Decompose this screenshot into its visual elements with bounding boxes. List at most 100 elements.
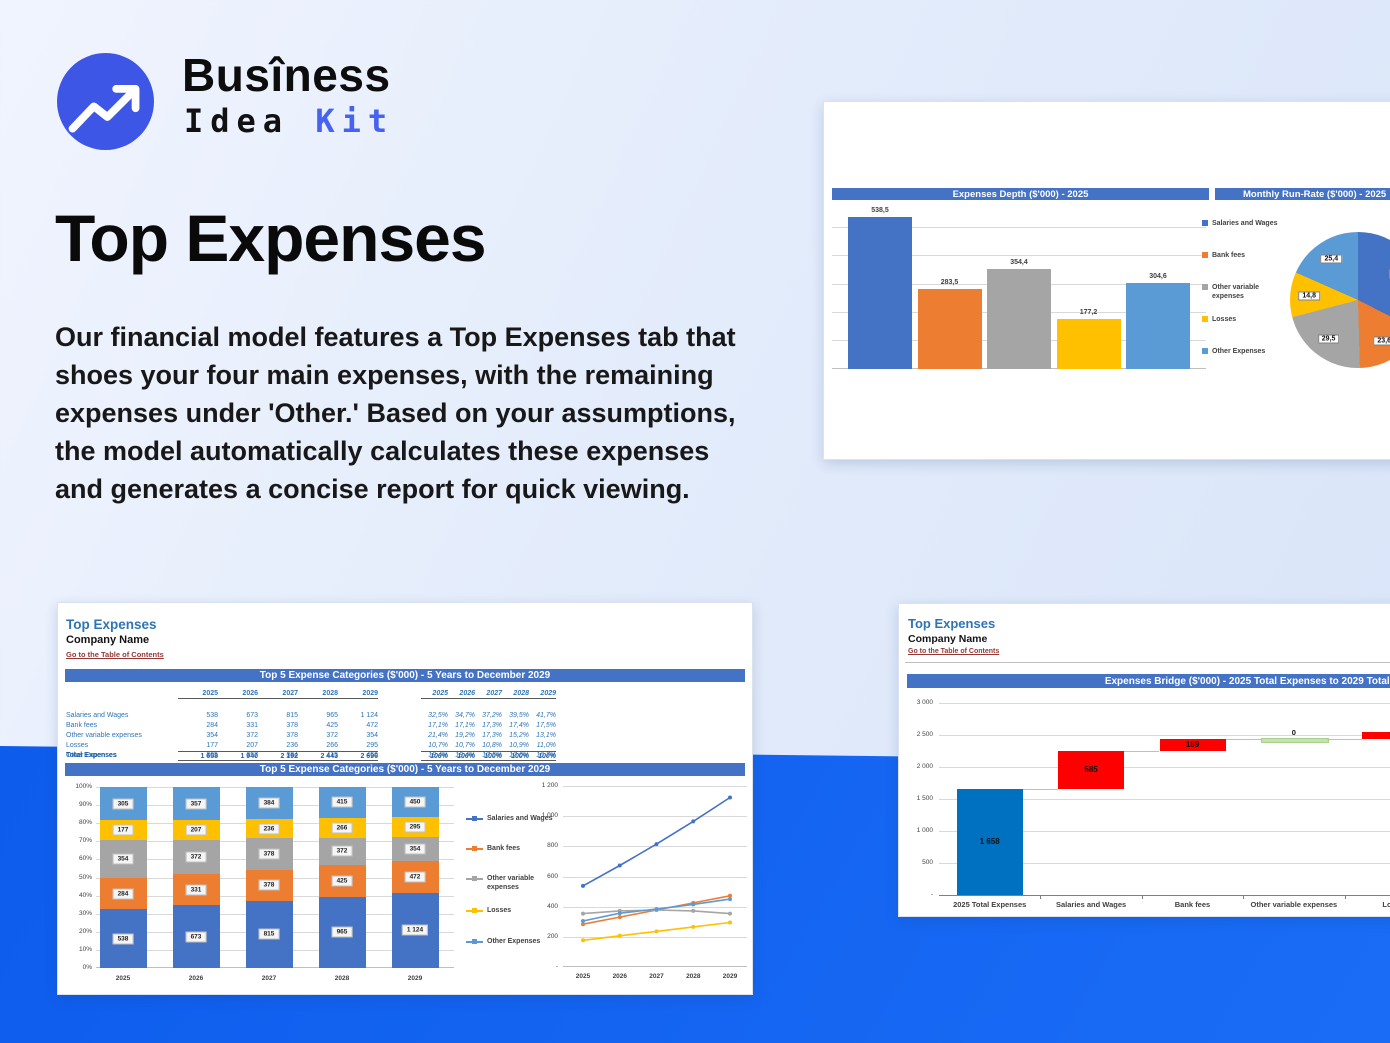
point-losses-2028	[691, 924, 696, 929]
legend-marker	[466, 816, 483, 821]
segment-value-other-expenses-2028: 415	[331, 796, 353, 808]
legend-item-salaries-and-wages: Salaries and Wages	[466, 814, 553, 823]
x-tick-salaries-and-wages: Salaries and Wages	[1056, 900, 1127, 909]
point-losses-2025	[581, 938, 585, 943]
row-shares: 21,4% 19,2% 17,3% 15,2% 13,1%	[421, 731, 556, 741]
gridline	[563, 816, 747, 818]
cell: 10,8%	[482, 742, 502, 749]
expenses-bridge-chart: 1 658 585 189 0 118 - 500 1 000 1 500 2 000 2 500 3…	[899, 692, 1390, 916]
legend-label: Salaries and Wages	[487, 815, 553, 822]
segment-value-losses-2028: 266	[331, 822, 353, 834]
cell: 16,7%	[536, 752, 556, 759]
point-losses-2026	[617, 933, 622, 938]
page-title: Top Expenses	[55, 201, 487, 275]
x-tick-2025: 2025	[115, 975, 131, 982]
y-tick: 2 000	[916, 763, 933, 770]
screenshot-expenses-depth-sheet: Expenses Depth ($'000) - 2025 Monthly Ru…	[823, 101, 1390, 460]
cell: 372	[246, 732, 258, 739]
screenshot-expenses-bridge-sheet: Top Expenses Company Name Go to the Tabl…	[898, 603, 1390, 917]
cell: 34,7%	[455, 712, 475, 719]
y-tick: 500	[922, 859, 933, 866]
spacer	[378, 721, 421, 731]
y-tick: 1 000	[916, 827, 933, 834]
y-tick: 200	[547, 932, 558, 940]
row-shares: 2025 2026 2027 2028 2029	[421, 689, 556, 699]
cell: 2026	[459, 690, 475, 697]
cell: 236	[286, 742, 298, 749]
table-of-contents-link[interactable]: Go to the Table of Contents	[66, 650, 164, 659]
x-tick-2027: 2027	[649, 973, 664, 980]
legend-label: Other Expenses	[487, 938, 541, 945]
point-losses-2027	[654, 929, 659, 934]
cell: 472	[366, 722, 378, 729]
cell: 11,0%	[536, 742, 556, 749]
legend-item-other-expenses: Other Expenses	[1202, 347, 1265, 356]
cell: 425	[326, 722, 338, 729]
legend-marker	[466, 876, 483, 881]
cell: 815	[286, 712, 298, 719]
y-tick: 90%	[78, 801, 92, 809]
top5-expense-table: 2025 2026 2027 2028 2029 2025 2026 2027 2028 2029…	[66, 689, 742, 761]
gridline	[563, 876, 747, 878]
segment-value-bank-fees-2029: 472	[404, 871, 426, 883]
row-shares: 100% 100% 100% 100% 100%	[421, 751, 556, 761]
cell: 2026	[242, 690, 258, 697]
gridline	[563, 846, 747, 848]
y-tick: 60%	[78, 855, 92, 863]
cell: 354	[366, 732, 378, 739]
y-tick: 1 500	[916, 795, 933, 802]
legend-item-losses: Losses	[1202, 315, 1236, 324]
cell: 41,7%	[536, 712, 556, 719]
legend-marker	[1202, 252, 1208, 258]
legend-item-other-variable-expenses: Other variable expenses	[466, 874, 554, 892]
gridline	[939, 863, 1390, 864]
cell: 266	[326, 742, 338, 749]
axis-tick-mark	[1141, 895, 1143, 899]
year-header-row: 2025 2026 2027 2028 2029 2025 2026 2027 2028 2029	[66, 689, 742, 699]
cell: 32,5%	[428, 712, 448, 719]
point-salaries-and-wages-2025	[581, 883, 585, 888]
bar-value-bank-fees: 283,5	[940, 279, 959, 287]
waterfall-connector	[1124, 751, 1160, 753]
company-name: Company Name	[908, 633, 988, 645]
segment-value-other-expenses-2025: 305	[112, 798, 134, 810]
table-of-contents-link[interactable]: Go to the Table of Contents	[908, 648, 1000, 655]
cell: 354	[206, 732, 218, 739]
point-other-expenses-2026	[617, 911, 622, 916]
point-other-expenses-2028	[691, 902, 696, 907]
point-other-expenses-2029	[728, 897, 732, 902]
y-tick: 1 200	[541, 782, 558, 789]
legend-marker	[466, 846, 483, 851]
segment-value-other-variable-expenses-2027: 378	[258, 848, 280, 860]
cell: 2 696	[360, 753, 378, 760]
gridline	[939, 799, 1390, 800]
cell: 2029	[540, 690, 556, 697]
segment-value-other-variable-expenses-2026: 372	[185, 851, 207, 863]
cell: 2025	[432, 690, 448, 697]
chart-title-bar: Top 5 Expense Categories ($'000) - 5 Yea…	[65, 763, 745, 776]
cell: 2029	[362, 690, 378, 697]
cell: 673	[246, 712, 258, 719]
legend-item-other-expenses: Other Expenses	[466, 937, 540, 946]
table-title-bar: Top 5 Expense Categories ($'000) - 5 Yea…	[65, 669, 745, 682]
expenses-depth-chart: 538,5 283,5 354,4 177,2 304,6	[832, 200, 1206, 369]
bar-salaries-and-wages	[848, 217, 912, 369]
legend-item-bank-fees: Bank fees	[466, 844, 520, 853]
cell: 18,4%	[455, 752, 475, 759]
cell: 100%	[511, 753, 529, 760]
cell: 284	[206, 722, 218, 729]
stacked-plot: 538 284 354 177 305 673 331 372 207 357 815 378 378 2…	[96, 787, 454, 968]
point-bank-fees-2029	[728, 893, 732, 898]
cell: 13,1%	[536, 732, 556, 739]
axis-tick-mark	[1243, 895, 1245, 899]
segment-value-losses-2027: 236	[258, 823, 280, 834]
segment-value-bank-fees-2028: 425	[331, 875, 353, 887]
line-plot	[563, 786, 747, 967]
spacer	[378, 711, 421, 721]
point-other-expenses-2025	[581, 919, 585, 923]
segment-value-other-expenses-2027: 384	[258, 797, 280, 809]
waterfall-value-2025-total-expenses: 1 658	[979, 836, 1000, 846]
cell: 378	[286, 732, 298, 739]
legend-marker	[1202, 220, 1208, 226]
table-total-row: Total Expenses 1 658 1 940 2 192 2 443 2 696 1…	[66, 751, 742, 761]
